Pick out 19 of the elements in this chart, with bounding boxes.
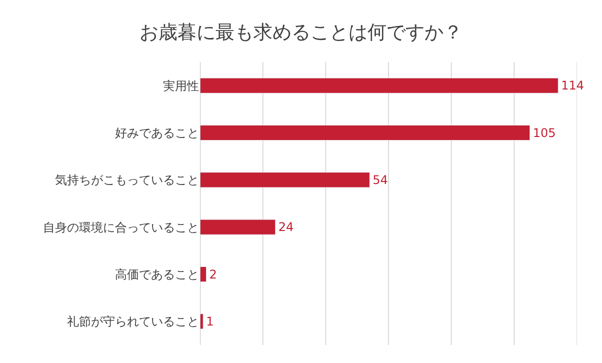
bar — [200, 219, 276, 235]
data-label: 2 — [209, 267, 217, 282]
bar — [200, 266, 207, 282]
data-label: 105 — [532, 126, 556, 140]
data-label: 1 — [206, 314, 214, 328]
y-tick-label: 自身の環境に合っていること — [43, 220, 199, 234]
y-tick-label: 気持ちがこもっていること — [55, 173, 199, 188]
bar — [200, 78, 558, 94]
data-label: 24 — [278, 220, 294, 234]
y-tick-label: 実用性 — [163, 78, 199, 93]
chart-title: お歳暮に最も求めることは何ですか？ — [140, 22, 462, 44]
y-tick-label: 礼節が守られていること — [67, 314, 199, 329]
bar — [200, 124, 530, 141]
y-tick-label: 好みであること — [115, 126, 199, 140]
bar — [200, 172, 370, 188]
bar — [200, 314, 204, 330]
data-label: 54 — [372, 172, 388, 187]
y-tick-label: 高価であること — [115, 267, 199, 282]
data-label: 114 — [561, 78, 584, 93]
